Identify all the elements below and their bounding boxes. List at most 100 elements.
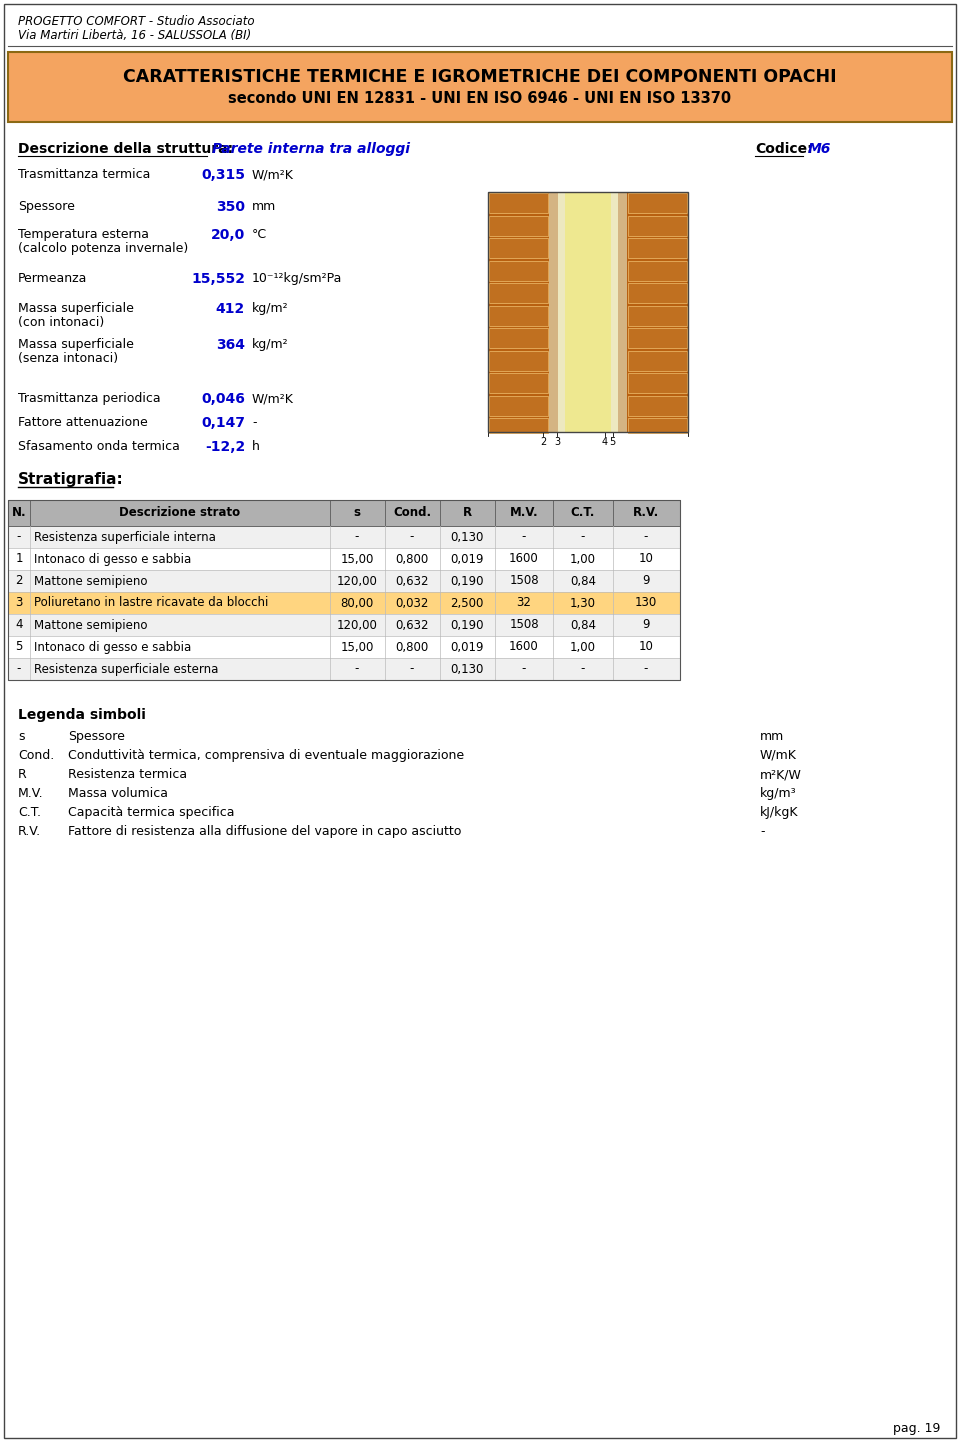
- Text: Conduttività termica, comprensiva di eventuale maggiorazione: Conduttività termica, comprensiva di eve…: [68, 748, 464, 761]
- Bar: [628, 373, 687, 394]
- Text: M.V.: M.V.: [18, 787, 43, 800]
- Text: M.V.: M.V.: [510, 506, 539, 519]
- Bar: [628, 261, 687, 281]
- Text: 0,800: 0,800: [396, 552, 428, 565]
- Text: W/mK: W/mK: [760, 748, 797, 761]
- Bar: [565, 192, 611, 433]
- Text: 20,0: 20,0: [211, 228, 245, 242]
- Bar: [627, 192, 688, 433]
- Text: Descrizione strato: Descrizione strato: [119, 506, 241, 519]
- Text: R.V.: R.V.: [633, 506, 660, 519]
- Bar: [489, 261, 548, 281]
- Text: Massa superficiale: Massa superficiale: [18, 337, 133, 350]
- Text: 0,632: 0,632: [396, 619, 429, 632]
- Text: Resistenza termica: Resistenza termica: [68, 769, 187, 782]
- Text: 3: 3: [15, 597, 23, 610]
- Text: 9: 9: [642, 574, 650, 587]
- Text: -: -: [410, 531, 414, 544]
- Text: kg/m²: kg/m²: [252, 301, 289, 314]
- Text: 0,130: 0,130: [450, 531, 484, 544]
- Text: (calcolo potenza invernale): (calcolo potenza invernale): [18, 242, 188, 255]
- Bar: [488, 192, 688, 433]
- Text: Capacità termica specifica: Capacità termica specifica: [68, 806, 234, 819]
- Text: -: -: [644, 662, 648, 675]
- Text: W/m²K: W/m²K: [252, 169, 294, 182]
- Text: s: s: [353, 506, 361, 519]
- Text: 10⁻¹²kg/sm²Pa: 10⁻¹²kg/sm²Pa: [252, 273, 343, 286]
- Text: Intonaco di gesso e sabbia: Intonaco di gesso e sabbia: [34, 552, 191, 565]
- Bar: [628, 238, 687, 258]
- Text: -12,2: -12,2: [204, 440, 245, 454]
- Text: 15,552: 15,552: [191, 273, 245, 286]
- Text: -: -: [17, 531, 21, 544]
- Text: C.T.: C.T.: [18, 806, 41, 819]
- Bar: [8, 593, 680, 614]
- Bar: [8, 636, 680, 658]
- Text: (con intonaci): (con intonaci): [18, 316, 105, 329]
- Text: -: -: [410, 662, 414, 675]
- Text: Descrizione della struttura:: Descrizione della struttura:: [18, 141, 233, 156]
- Bar: [489, 350, 548, 371]
- Text: 0,046: 0,046: [202, 392, 245, 407]
- Text: Temperatura esterna: Temperatura esterna: [18, 228, 149, 241]
- Text: kJ/kgK: kJ/kgK: [760, 806, 799, 819]
- Text: Sfasamento onda termica: Sfasamento onda termica: [18, 440, 180, 453]
- Text: 5: 5: [610, 437, 616, 447]
- Text: Massa superficiale: Massa superficiale: [18, 301, 133, 314]
- Text: 3: 3: [554, 437, 561, 447]
- Text: Legenda simboli: Legenda simboli: [18, 708, 146, 722]
- Text: Mattone semipieno: Mattone semipieno: [34, 619, 148, 632]
- Bar: [489, 373, 548, 394]
- Bar: [8, 614, 680, 636]
- Text: 10: 10: [638, 552, 654, 565]
- Text: R: R: [18, 769, 27, 782]
- Bar: [628, 350, 687, 371]
- Text: -: -: [760, 825, 764, 838]
- Text: (senza intonaci): (senza intonaci): [18, 352, 118, 365]
- Bar: [628, 283, 687, 303]
- Bar: [8, 548, 680, 570]
- Text: 1,00: 1,00: [570, 552, 596, 565]
- Text: 1,00: 1,00: [570, 640, 596, 653]
- Text: Trasmittanza termica: Trasmittanza termica: [18, 169, 151, 182]
- Text: 10: 10: [638, 640, 654, 653]
- Bar: [618, 192, 627, 433]
- Text: 0,130: 0,130: [450, 662, 484, 675]
- Text: 0,032: 0,032: [396, 597, 429, 610]
- Bar: [489, 418, 548, 433]
- Bar: [628, 306, 687, 326]
- Bar: [628, 193, 687, 213]
- Text: 15,00: 15,00: [340, 640, 373, 653]
- Text: Resistenza superficiale interna: Resistenza superficiale interna: [34, 531, 216, 544]
- Bar: [628, 395, 687, 415]
- Bar: [549, 192, 558, 433]
- Text: 412: 412: [216, 301, 245, 316]
- Text: R: R: [463, 506, 471, 519]
- Text: m²K/W: m²K/W: [760, 769, 802, 782]
- Bar: [8, 570, 680, 593]
- Text: 120,00: 120,00: [337, 574, 377, 587]
- Text: kg/m²: kg/m²: [252, 337, 289, 350]
- Text: Spessore: Spessore: [18, 200, 75, 213]
- Bar: [489, 306, 548, 326]
- Text: -: -: [644, 531, 648, 544]
- Text: -: -: [252, 415, 256, 430]
- Text: 15,00: 15,00: [340, 552, 373, 565]
- Text: Stratigrafia:: Stratigrafia:: [18, 472, 124, 487]
- Text: kg/m³: kg/m³: [760, 787, 797, 800]
- Bar: [489, 215, 548, 235]
- Text: mm: mm: [760, 730, 784, 743]
- Text: PROGETTO COMFORT - Studio Associato: PROGETTO COMFORT - Studio Associato: [18, 14, 254, 27]
- Text: 0,84: 0,84: [570, 574, 596, 587]
- Text: pag. 19: pag. 19: [893, 1422, 940, 1435]
- Text: Spessore: Spessore: [68, 730, 125, 743]
- Text: 2: 2: [15, 574, 23, 587]
- Text: -: -: [17, 662, 21, 675]
- Text: R.V.: R.V.: [18, 825, 41, 838]
- Text: 1508: 1508: [509, 574, 539, 587]
- Bar: [628, 327, 687, 348]
- Text: 2: 2: [540, 437, 546, 447]
- Text: C.T.: C.T.: [571, 506, 595, 519]
- Text: 0,190: 0,190: [450, 619, 484, 632]
- Text: W/m²K: W/m²K: [252, 392, 294, 405]
